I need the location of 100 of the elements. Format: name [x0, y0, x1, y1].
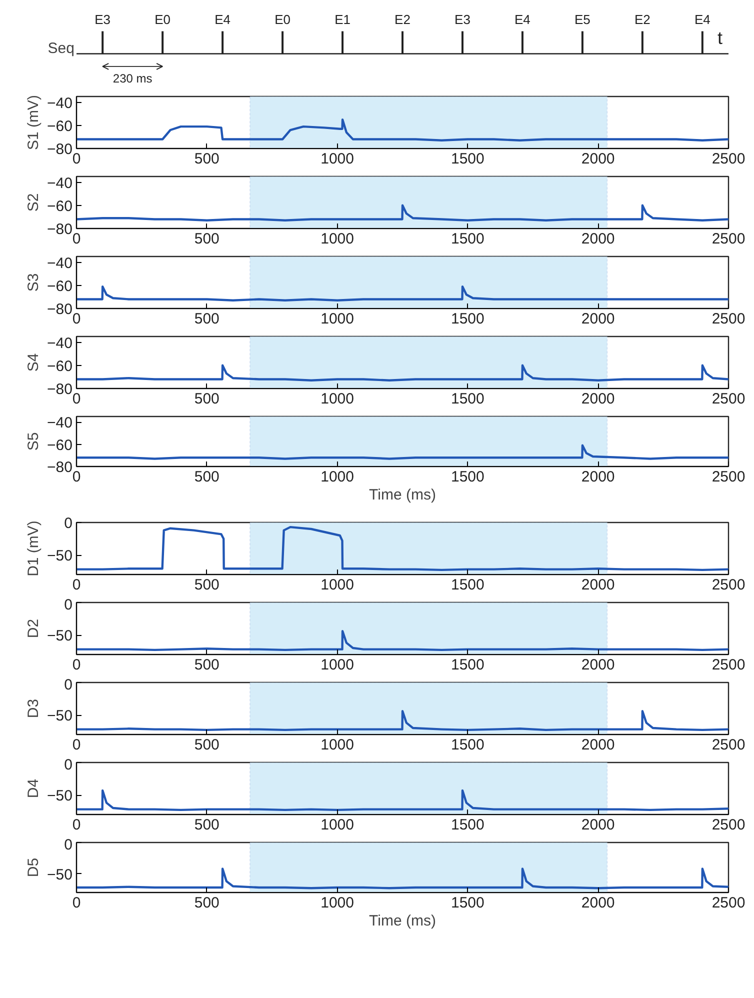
y-tick-label: −50: [47, 708, 73, 724]
y-axis-title: D1 (mV): [25, 520, 42, 576]
y-axis-title: D4: [25, 778, 42, 798]
x-tick-label: 1000: [320, 656, 354, 674]
x-tick-label: 2000: [581, 468, 615, 486]
line-series: [76, 630, 728, 652]
x-tick-label: 2500: [712, 230, 746, 248]
category-label: E0: [154, 12, 171, 28]
y-tick-label: −60: [47, 118, 73, 135]
x-tick-label: 1500: [451, 230, 484, 248]
x-tick-label: 1000: [320, 736, 354, 754]
x-tick-label: 500: [194, 656, 220, 674]
x-tick-label: 2500: [712, 816, 746, 834]
x-tick-label: 500: [194, 468, 220, 486]
x-tick-label: 2000: [581, 736, 615, 754]
y-tick-label: −80: [47, 141, 73, 158]
x-tick-label: 500: [194, 816, 220, 834]
line-series: [76, 364, 728, 382]
x-tick-label: 500: [194, 576, 220, 594]
category-label: E2: [394, 12, 410, 28]
x-tick-label: 500: [194, 230, 220, 248]
x-tick-label: 500: [194, 310, 220, 328]
y-tick-label: −50: [47, 628, 73, 644]
x-tick-label: 2500: [712, 390, 746, 408]
x-tick-label: 2500: [712, 576, 746, 594]
y-tick-label: −60: [47, 436, 73, 454]
y-tick-label: −80: [47, 381, 73, 398]
y-tick-label: −40: [47, 94, 73, 112]
category-label: E3: [454, 12, 470, 28]
x-tick-label: 1000: [320, 468, 354, 486]
category-label: E4: [694, 12, 710, 28]
x-tick-label: 2000: [581, 310, 615, 328]
line-series: [76, 118, 728, 142]
x-tick-label: 1500: [451, 468, 484, 486]
y-tick-label: −50: [47, 866, 73, 884]
line-series: [76, 285, 728, 302]
x-tick-label: 1000: [320, 310, 354, 328]
x-tick-label: 2000: [581, 390, 615, 408]
x-tick-label: 1500: [451, 736, 484, 754]
category-label: E4: [514, 12, 530, 28]
y-tick-label: 0: [64, 515, 72, 532]
category-label: E5: [574, 12, 590, 28]
x-tick-label: 1500: [451, 150, 484, 168]
line-series: [76, 710, 728, 732]
x-tick-label: 2500: [712, 736, 746, 754]
x-tick-label: 1000: [320, 230, 354, 248]
text: Seq: [48, 40, 75, 57]
y-tick-label: −40: [47, 254, 73, 272]
x-tick-label: 500: [194, 390, 220, 408]
x-tick-label: 1500: [451, 656, 484, 674]
category-label: E4: [214, 12, 231, 28]
x-tick-label: 2000: [581, 816, 615, 834]
y-tick-label: −80: [47, 459, 73, 476]
y-axis-title: S4: [25, 353, 42, 372]
x-tick-label: 1000: [320, 390, 354, 408]
line-series: [76, 204, 728, 222]
x-tick-label: 2000: [581, 150, 615, 168]
y-tick-label: −80: [47, 301, 73, 318]
y-tick-label: 0: [64, 676, 72, 694]
y-tick-label: −40: [47, 414, 73, 432]
x-axis-title: Time (ms): [369, 486, 436, 504]
y-tick-label: −80: [47, 221, 73, 238]
text: 230 ms: [112, 71, 152, 86]
line-series: [76, 789, 728, 812]
y-tick-label: −40: [47, 174, 73, 192]
x-tick-label: 1000: [320, 816, 354, 834]
category-label: E1: [334, 12, 350, 28]
y-tick-label: −60: [47, 198, 73, 215]
y-axis-title: S2: [25, 193, 42, 212]
x-tick-label: 500: [194, 150, 220, 168]
x-tick-label: 1500: [451, 816, 484, 834]
y-axis-title: D3: [25, 698, 42, 718]
y-tick-label: −60: [47, 278, 73, 295]
y-tick-label: −40: [47, 334, 73, 352]
x-tick-label: 1000: [320, 150, 354, 168]
x-tick-label: 2000: [581, 230, 615, 248]
y-axis-title: S5: [25, 432, 42, 451]
y-tick-label: −50: [47, 788, 73, 804]
x-tick-label: 1500: [451, 576, 484, 594]
y-axis-title: S1 (mV): [25, 94, 42, 150]
x-tick-label: 1000: [320, 576, 354, 594]
line-series: [76, 526, 728, 572]
y-axis-title: D5: [25, 858, 42, 878]
x-tick-label: 1000: [320, 894, 354, 912]
x-tick-label: 2000: [581, 656, 615, 674]
x-tick-label: 2500: [712, 468, 746, 486]
text: t: [718, 28, 723, 48]
x-tick-label: 500: [194, 736, 220, 754]
x-tick-label: 2000: [581, 576, 615, 594]
category-label: E2: [634, 12, 650, 28]
x-axis-title: Time (ms): [369, 912, 436, 930]
category-label: E3: [94, 12, 111, 28]
x-tick-label: 2000: [581, 894, 615, 912]
category-label: E0: [274, 12, 290, 28]
x-tick-label: 2500: [712, 150, 746, 168]
y-axis-title: S3: [25, 273, 42, 292]
x-tick-label: 1500: [451, 390, 484, 408]
y-axis-title: D2: [25, 618, 42, 638]
y-tick-label: 0: [64, 756, 72, 774]
x-tick-label: 1500: [451, 310, 484, 328]
